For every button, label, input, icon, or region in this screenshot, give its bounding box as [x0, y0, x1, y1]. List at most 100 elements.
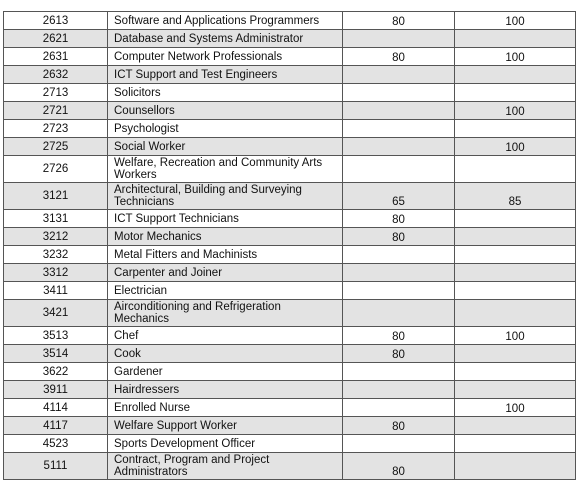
table-row: 3622 Gardener: [3, 362, 576, 381]
value-cell-1: [342, 281, 455, 300]
table-row: 2613 Software and Applications Programmer…: [3, 11, 576, 30]
occupation-code-cell: 2613: [3, 11, 108, 30]
occupation-name-cell: Solicitors: [107, 83, 343, 102]
table-row: 2632 ICT Support and Test Engineers: [3, 65, 576, 84]
value-cell-1: [342, 119, 455, 138]
table-row: 3421 Airconditioning and Refrigeration Me…: [3, 299, 576, 327]
value-cell-2: [454, 209, 576, 228]
occupation-code-cell: 3312: [3, 263, 108, 282]
occupation-code-cell: 3911: [3, 380, 108, 399]
occupation-name-cell: Welfare Support Worker: [107, 416, 343, 435]
occupation-name-cell: ICT Support Technicians: [107, 209, 343, 228]
occupation-code-cell: 2631: [3, 47, 108, 66]
occupation-name-cell: Cook: [107, 344, 343, 363]
value-cell-2: [454, 155, 576, 183]
value-cell-2: [454, 245, 576, 264]
occupation-name-cell: Electrician: [107, 281, 343, 300]
value-cell-2: [454, 263, 576, 282]
occupation-name-cell: Counsellors: [107, 101, 343, 120]
occupation-code-cell: 5111: [3, 452, 108, 480]
occupation-code-cell: 3421: [3, 299, 108, 327]
table-row: 2713 Solicitors: [3, 83, 576, 102]
value-cell-1: [342, 362, 455, 381]
occupation-code-cell: 2721: [3, 101, 108, 120]
value-cell-2: [454, 83, 576, 102]
value-cell-2: [454, 281, 576, 300]
value-cell-1: [342, 155, 455, 183]
occupation-name-cell: Welfare, Recreation and Community Arts W…: [107, 155, 343, 183]
value-cell-1: 80: [342, 326, 455, 345]
value-cell-1: [342, 434, 455, 453]
table-row: 3121 Architectural, Building and Surveyin…: [3, 182, 576, 210]
occupation-code-cell: 2713: [3, 83, 108, 102]
occupation-name-cell: Metal Fitters and Machinists: [107, 245, 343, 264]
value-cell-2: [454, 362, 576, 381]
table-row: 3411 Electrician: [3, 281, 576, 300]
value-cell-1: 80: [342, 416, 455, 435]
occupation-code-cell: 4523: [3, 434, 108, 453]
occupation-code-cell: 4117: [3, 416, 108, 435]
occupation-name-cell: Database and Systems Administrator: [107, 29, 343, 48]
table-row: 2621 Database and Systems Administrator: [3, 29, 576, 48]
value-cell-1: 80: [342, 344, 455, 363]
value-cell-2: [454, 380, 576, 399]
table-row: 2631 Computer Network Professionals 80 100: [3, 47, 576, 66]
value-cell-2: 100: [454, 101, 576, 120]
occupation-code-cell: 4114: [3, 398, 108, 417]
occupation-code-cell: 3514: [3, 344, 108, 363]
value-cell-2: 100: [454, 47, 576, 66]
table-row: 3232 Metal Fitters and Machinists: [3, 245, 576, 264]
value-cell-2: 100: [454, 326, 576, 345]
value-cell-2: 85: [454, 182, 576, 210]
occupation-code-cell: 2621: [3, 29, 108, 48]
table-row: 3312 Carpenter and Joiner: [3, 263, 576, 282]
occupation-name-cell: Airconditioning and Refrigeration Mechan…: [107, 299, 343, 327]
value-cell-1: 80: [342, 47, 455, 66]
value-cell-1: [342, 299, 455, 327]
occupation-code-cell: 3411: [3, 281, 108, 300]
value-cell-1: [342, 380, 455, 399]
table-row: 2726 Welfare, Recreation and Community Ar…: [3, 155, 576, 183]
occupation-code-cell: 3131: [3, 209, 108, 228]
value-cell-1: 65: [342, 182, 455, 210]
occupation-name-cell: Social Worker: [107, 137, 343, 156]
table-row: 4523 Sports Development Officer: [3, 434, 576, 453]
occupation-name-cell: Computer Network Professionals: [107, 47, 343, 66]
occupation-code-cell: 2726: [3, 155, 108, 183]
value-cell-1: [342, 398, 455, 417]
occupation-name-cell: Sports Development Officer: [107, 434, 343, 453]
occupation-code-cell: 2725: [3, 137, 108, 156]
occupation-name-cell: Carpenter and Joiner: [107, 263, 343, 282]
value-cell-2: 100: [454, 137, 576, 156]
value-cell-2: [454, 299, 576, 327]
occupation-name-cell: Enrolled Nurse: [107, 398, 343, 417]
occupation-code-cell: 2632: [3, 65, 108, 84]
value-cell-1: [342, 101, 455, 120]
occupation-code-cell: 2723: [3, 119, 108, 138]
table-row: 4117 Welfare Support Worker 80: [3, 416, 576, 435]
value-cell-1: [342, 65, 455, 84]
table-row: 2723 Psychologist: [3, 119, 576, 138]
occupation-name-cell: Chef: [107, 326, 343, 345]
occupation-code-cell: 3212: [3, 227, 108, 246]
value-cell-2: [454, 344, 576, 363]
table-row: 5111 Contract, Program and Project Admini…: [3, 452, 576, 480]
value-cell-1: 80: [342, 452, 455, 480]
value-cell-2: [454, 119, 576, 138]
value-cell-1: 80: [342, 209, 455, 228]
table-row: 2721 Counsellors 100: [3, 101, 576, 120]
value-cell-1: 80: [342, 227, 455, 246]
table-row: 2725 Social Worker 100: [3, 137, 576, 156]
table-row: 3513 Chef 80 100: [3, 326, 576, 345]
occupation-name-cell: Psychologist: [107, 119, 343, 138]
table-row: 3212 Motor Mechanics 80: [3, 227, 576, 246]
value-cell-2: [454, 416, 576, 435]
value-cell-2: [454, 65, 576, 84]
occupation-code-cell: 3622: [3, 362, 108, 381]
table-body: 2613 Software and Applications Programmer…: [3, 11, 576, 480]
occupation-name-cell: Architectural, Building and Surveying Te…: [107, 182, 343, 210]
occupation-name-cell: ICT Support and Test Engineers: [107, 65, 343, 84]
table-row: 4114 Enrolled Nurse 100: [3, 398, 576, 417]
value-cell-2: [454, 452, 576, 480]
